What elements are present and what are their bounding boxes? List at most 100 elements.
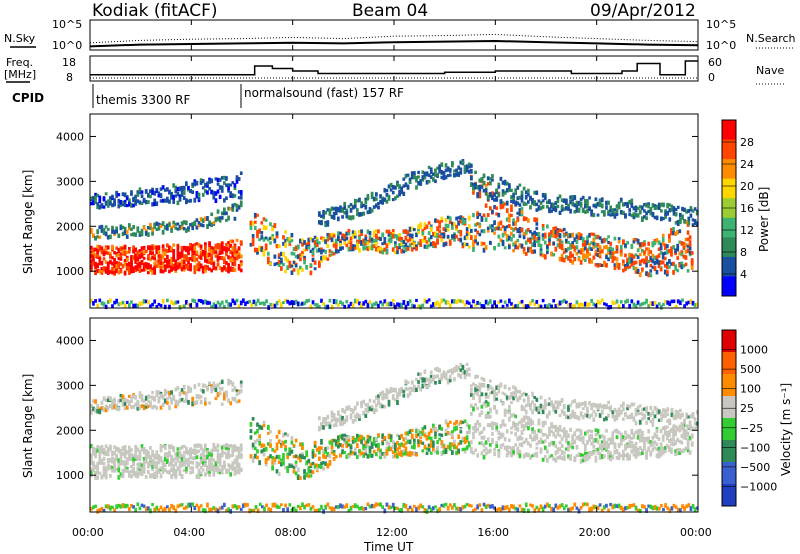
heatmap-cell	[322, 255, 325, 261]
heatmap-cell	[552, 229, 556, 234]
heatmap-cell	[94, 195, 97, 201]
heatmap-cell	[130, 259, 133, 264]
heatmap-cell	[423, 236, 427, 240]
heatmap-cell	[638, 446, 642, 451]
heatmap-cell	[463, 419, 467, 424]
heatmap-cell	[199, 255, 203, 260]
heatmap-cell	[147, 470, 150, 474]
heatmap-cell	[446, 215, 450, 220]
heatmap-cell	[98, 195, 102, 200]
heatmap-cell	[266, 431, 270, 435]
heatmap-cell	[417, 443, 420, 448]
heatmap-cell	[421, 449, 425, 453]
heatmap-cell	[345, 417, 349, 423]
heatmap-cell	[410, 226, 414, 231]
heatmap-cell	[389, 182, 393, 188]
heatmap-cell	[170, 474, 173, 480]
heatmap-cell	[607, 211, 610, 216]
heatmap-cell	[520, 436, 524, 441]
y-tick-label: 3000	[56, 175, 84, 188]
heatmap-cell	[683, 219, 686, 224]
heatmap-cell	[111, 244, 114, 250]
heatmap-cell	[558, 194, 562, 199]
heatmap-cell	[626, 259, 629, 265]
heatmap-cell	[505, 217, 509, 222]
heatmap-cell	[305, 450, 309, 456]
heatmap-cell	[151, 302, 154, 307]
heatmap-cell	[170, 390, 173, 395]
heatmap-cell	[512, 192, 515, 198]
heatmap-cell	[172, 224, 176, 228]
heatmap-cell	[128, 201, 131, 207]
heatmap-cell	[349, 236, 353, 241]
heatmap-cell	[134, 472, 138, 478]
heatmap-cell	[423, 238, 427, 243]
heatmap-cell	[630, 449, 634, 454]
heatmap-cell	[330, 232, 334, 237]
heatmap-cell	[657, 263, 661, 269]
heatmap-cell	[214, 243, 218, 248]
heatmap-cell	[581, 459, 585, 463]
heatmap-cell	[579, 431, 583, 435]
heatmap-cell	[128, 455, 131, 461]
heatmap-cell	[505, 234, 509, 238]
heatmap-cell	[607, 248, 610, 253]
heatmap-cell	[537, 418, 541, 422]
heatmap-cell	[151, 462, 154, 467]
heatmap-cell	[396, 433, 399, 437]
heatmap-cell	[588, 232, 591, 238]
heatmap-cell	[605, 255, 608, 260]
heatmap-cell	[470, 304, 473, 309]
heatmap-cell	[668, 249, 671, 254]
heatmap-cell	[351, 436, 355, 442]
heatmap-cell	[199, 388, 203, 392]
heatmap-cell	[436, 374, 439, 379]
heatmap-cell	[689, 208, 693, 212]
heatmap-cell	[615, 299, 619, 304]
heatmap-cell	[262, 225, 266, 230]
heatmap-cell	[311, 454, 315, 459]
heatmap-cell	[577, 302, 581, 308]
heatmap-cell	[358, 434, 361, 439]
heatmap-cell	[453, 222, 456, 227]
heatmap-cell	[111, 460, 114, 464]
heatmap-cell	[161, 394, 165, 399]
heatmap-cell	[125, 203, 129, 208]
heatmap-cell	[461, 370, 465, 375]
heatmap-cell	[328, 461, 332, 466]
heatmap-cell	[630, 299, 634, 304]
heatmap-cell	[318, 241, 321, 245]
heatmap-cell	[106, 405, 110, 411]
date-title: 09/Apr/2012	[590, 1, 696, 21]
heatmap-cell	[123, 451, 127, 456]
heatmap-cell	[497, 182, 501, 187]
heatmap-cell	[266, 424, 270, 429]
heatmap-cell	[497, 212, 501, 218]
heatmap-cell	[130, 448, 133, 452]
heatmap-cell	[389, 438, 393, 443]
heatmap-cell	[641, 248, 644, 253]
heatmap-cell	[408, 180, 412, 185]
heatmap-cell	[459, 420, 463, 425]
heatmap-cell	[600, 203, 604, 209]
heatmap-cell	[389, 234, 393, 239]
heatmap-cell	[163, 304, 167, 310]
heatmap-cell	[366, 302, 370, 308]
heatmap-cell	[482, 173, 486, 179]
heatmap-cell	[187, 250, 190, 255]
heatmap-cell	[305, 247, 309, 251]
heatmap-cell	[651, 265, 655, 269]
heatmap-cell	[398, 302, 401, 308]
heatmap-cell	[628, 199, 632, 205]
heatmap-cell	[191, 249, 195, 254]
heatmap-cell	[113, 201, 116, 207]
heatmap-cell	[609, 246, 613, 251]
heatmap-cell	[413, 173, 416, 179]
heatmap-cell	[98, 454, 102, 459]
heatmap-cell	[311, 247, 315, 252]
heatmap-cell	[571, 244, 575, 249]
heatmap-cell	[282, 432, 285, 438]
heatmap-cell	[436, 232, 439, 238]
heatmap-cell	[632, 434, 636, 439]
heatmap-cell	[385, 391, 389, 395]
